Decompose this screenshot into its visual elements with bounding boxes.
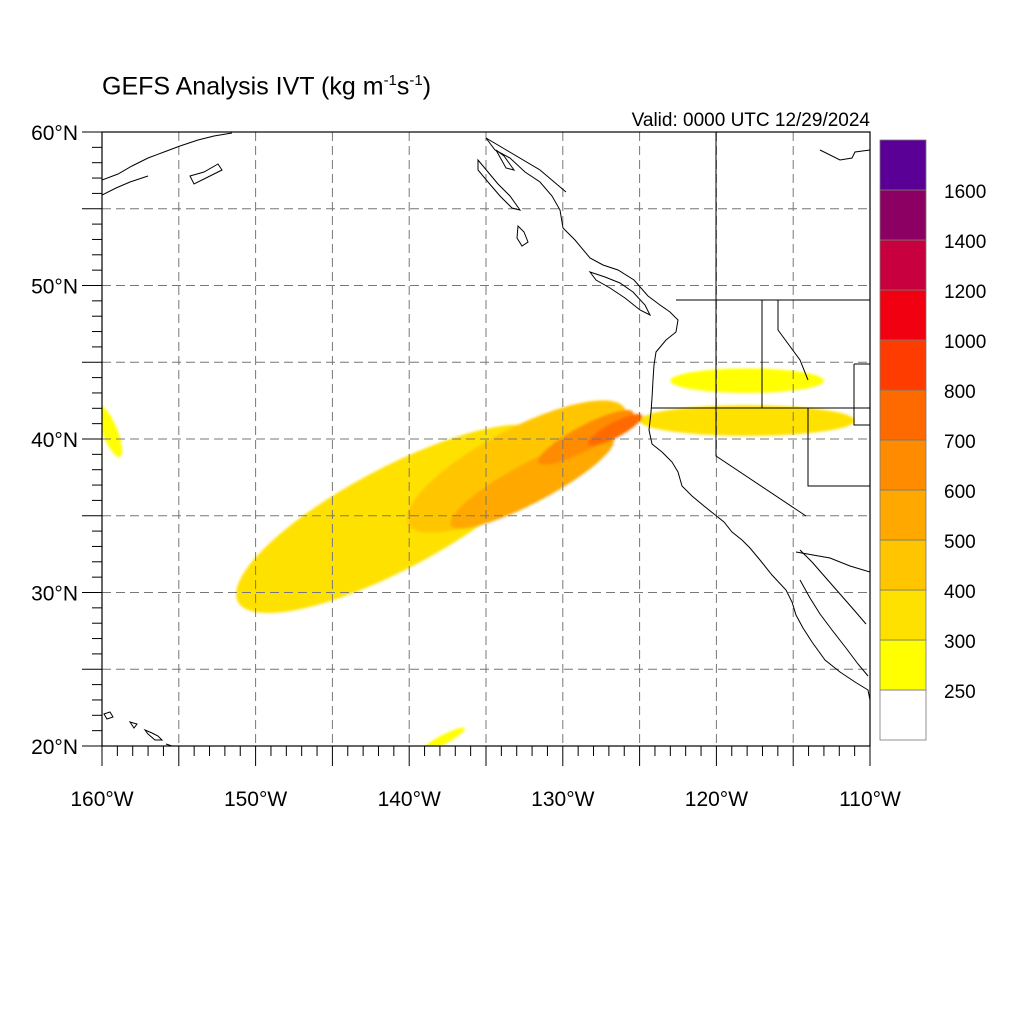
lat-tick-label: 50°N: [31, 276, 78, 299]
axis-ticks: 160°W 150°W 140°W 130°W 120°W 110°W 20°N 30°N 40…: [31, 122, 901, 811]
colorbar-swatch: [879, 689, 927, 741]
lat-tick-label: 60°N: [31, 122, 78, 145]
chart-title: GEFS Analysis IVT (kg m-1s-1): [102, 72, 431, 101]
colorbar-label: 1200: [944, 282, 986, 303]
colorbar-label: 1000: [944, 332, 986, 353]
colorbar-swatch: [879, 639, 927, 691]
ivt-band-8: [587, 413, 643, 446]
colorbar-label: 250: [944, 682, 976, 703]
colorbar-label: 800: [944, 382, 976, 403]
colorbar-swatch: [879, 589, 927, 641]
lon-tick-label: 140°W: [378, 788, 441, 811]
valid-time: Valid: 0000 UTC 12/29/2024: [631, 110, 870, 131]
colorbar-label: 700: [944, 432, 976, 453]
state-borders: [651, 132, 870, 517]
us-mexico-border: [795, 551, 870, 573]
north-america-coastline: [485, 137, 870, 701]
title-mid: s: [396, 72, 410, 101]
vancouver-island: [588, 271, 652, 317]
title-end: ): [422, 72, 432, 101]
alaska-coast: [102, 132, 233, 196]
colorbar-swatch: [879, 489, 927, 541]
colorbar-label: 1400: [944, 232, 986, 253]
lon-tick-label: 120°W: [685, 788, 748, 811]
coastlines: [102, 132, 870, 746]
title-sup1: -1: [383, 72, 397, 89]
colorbar: 250 300 400 500 600 700 800 1000 1200 1400 1600: [879, 139, 986, 741]
colorbar-label: 400: [944, 582, 976, 603]
colorbar-swatch: [879, 539, 927, 591]
lat-tick-label: 40°N: [31, 429, 78, 452]
title-sup2: -1: [409, 72, 423, 89]
colorbar-swatch: [879, 239, 927, 291]
colorbar-swatch: [879, 439, 927, 491]
colorbar-label: 300: [944, 632, 976, 653]
political-borders: [485, 132, 870, 573]
alaska-canada-border: [485, 137, 567, 193]
gridlines: [102, 132, 870, 746]
ivt-shading: [102, 368, 855, 746]
title-main: GEFS Analysis IVT (kg m: [102, 72, 384, 101]
ivt-field: [102, 368, 855, 746]
lon-tick-label: 150°W: [224, 788, 287, 811]
ivt-band-4: [639, 405, 855, 436]
ivt-band-2: [670, 368, 824, 393]
lon-tick-label: 110°W: [839, 788, 901, 811]
colorbar-label: 1600: [944, 182, 986, 203]
colorbar-swatch: [879, 389, 927, 441]
ivt-band-1: [421, 727, 465, 746]
baja-gulf-coast: [799, 549, 869, 677]
ivt-band-7: [538, 409, 634, 465]
lat-tick-label: 30°N: [31, 583, 78, 606]
ivt-band-0: [102, 405, 123, 458]
colorbar-swatch: [879, 339, 927, 391]
colorbar-label: 600: [944, 482, 976, 503]
ivt-band-6: [450, 435, 614, 529]
colorbar-swatch: [879, 289, 927, 341]
lon-tick-label: 160°W: [70, 788, 133, 811]
alaska-panhandle-islands: [477, 149, 522, 211]
colorbar-swatch: [879, 139, 927, 191]
lon-tick-label: 130°W: [531, 788, 594, 811]
colorbar-label: 500: [944, 532, 976, 553]
colorbar-swatch: [879, 189, 927, 241]
hawaii-islands: [103, 711, 175, 746]
lat-tick-label: 20°N: [31, 736, 78, 759]
haida-gwaii: [516, 224, 529, 247]
